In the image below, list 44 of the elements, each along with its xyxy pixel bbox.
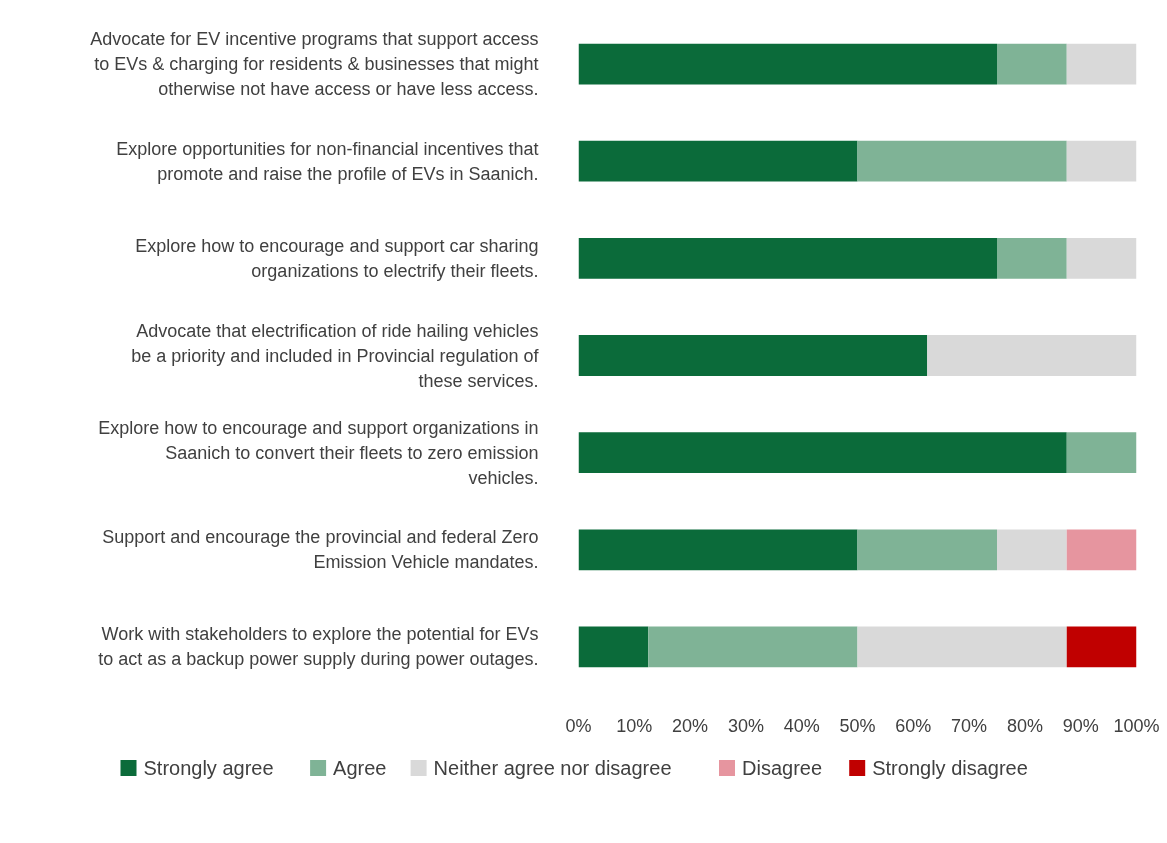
y-tick-label: Explore how to encourage and support organizations in Saanich to convert their fleets to zero emission vehicles.	[98, 417, 539, 488]
x-tick-label: 80%	[1006, 715, 1043, 736]
x-tick-label: 90%	[1062, 715, 1099, 736]
bar	[1066, 237, 1137, 279]
x-tick-label: 10%	[616, 715, 653, 736]
bar	[857, 626, 1067, 668]
bar	[857, 529, 997, 571]
x-tick-label: 30%	[727, 715, 764, 736]
x-tick-label: 40%	[783, 715, 820, 736]
y-tick-label: Explore how to encourage and support car sharing organizations to electrify their fleets.	[135, 235, 539, 281]
bar	[1066, 432, 1137, 474]
bar	[578, 529, 858, 571]
legend-label: Disagree	[742, 757, 823, 779]
bar	[578, 626, 649, 668]
legend-label: Strongly agree	[143, 757, 274, 779]
bar	[1066, 140, 1137, 182]
bar	[997, 43, 1067, 85]
y-tick-label: Explore opportunities for non-financial incentives that promote and raise the profile of EVs in Saanich.	[116, 138, 539, 184]
legend-label: Neither agree nor disagree	[433, 757, 672, 779]
y-tick-label: Advocate that electrification of ride hailing vehicles be a priority and included in Provincial regulation of these services.	[131, 320, 540, 391]
y-tick-label: Work with stakeholders to explore the potential for EVs to act as a backup power supply during power outages.	[98, 624, 539, 670]
bar	[857, 140, 1067, 182]
bar	[997, 237, 1067, 279]
bar	[578, 43, 997, 85]
legend-label: Agree	[333, 757, 387, 779]
bar	[1066, 626, 1137, 668]
y-tick-label: Support and encourage the provincial and federal Zero Emission Vehicle mandates.	[102, 527, 539, 573]
bar	[578, 432, 1067, 474]
bar	[578, 140, 858, 182]
y-tick-label: Advocate for EV incentive programs that support access to EVs & charging for residents & businesses that might otherwise not have access or have less access.	[90, 29, 539, 100]
bar	[578, 335, 928, 376]
bar	[1066, 529, 1137, 571]
x-tick-label: 0%	[565, 715, 592, 736]
x-tick-label: 20%	[672, 715, 709, 736]
bar	[997, 529, 1067, 571]
bar	[578, 237, 997, 279]
x-tick-label: 70%	[951, 715, 988, 736]
bar	[1066, 43, 1137, 85]
bar	[648, 626, 858, 668]
x-tick-label: 60%	[895, 715, 932, 736]
bar	[927, 335, 1137, 376]
x-tick-label: 100%	[1113, 715, 1160, 736]
legend-label: Strongly disagree	[872, 757, 1028, 779]
x-tick-label: 50%	[839, 715, 876, 736]
